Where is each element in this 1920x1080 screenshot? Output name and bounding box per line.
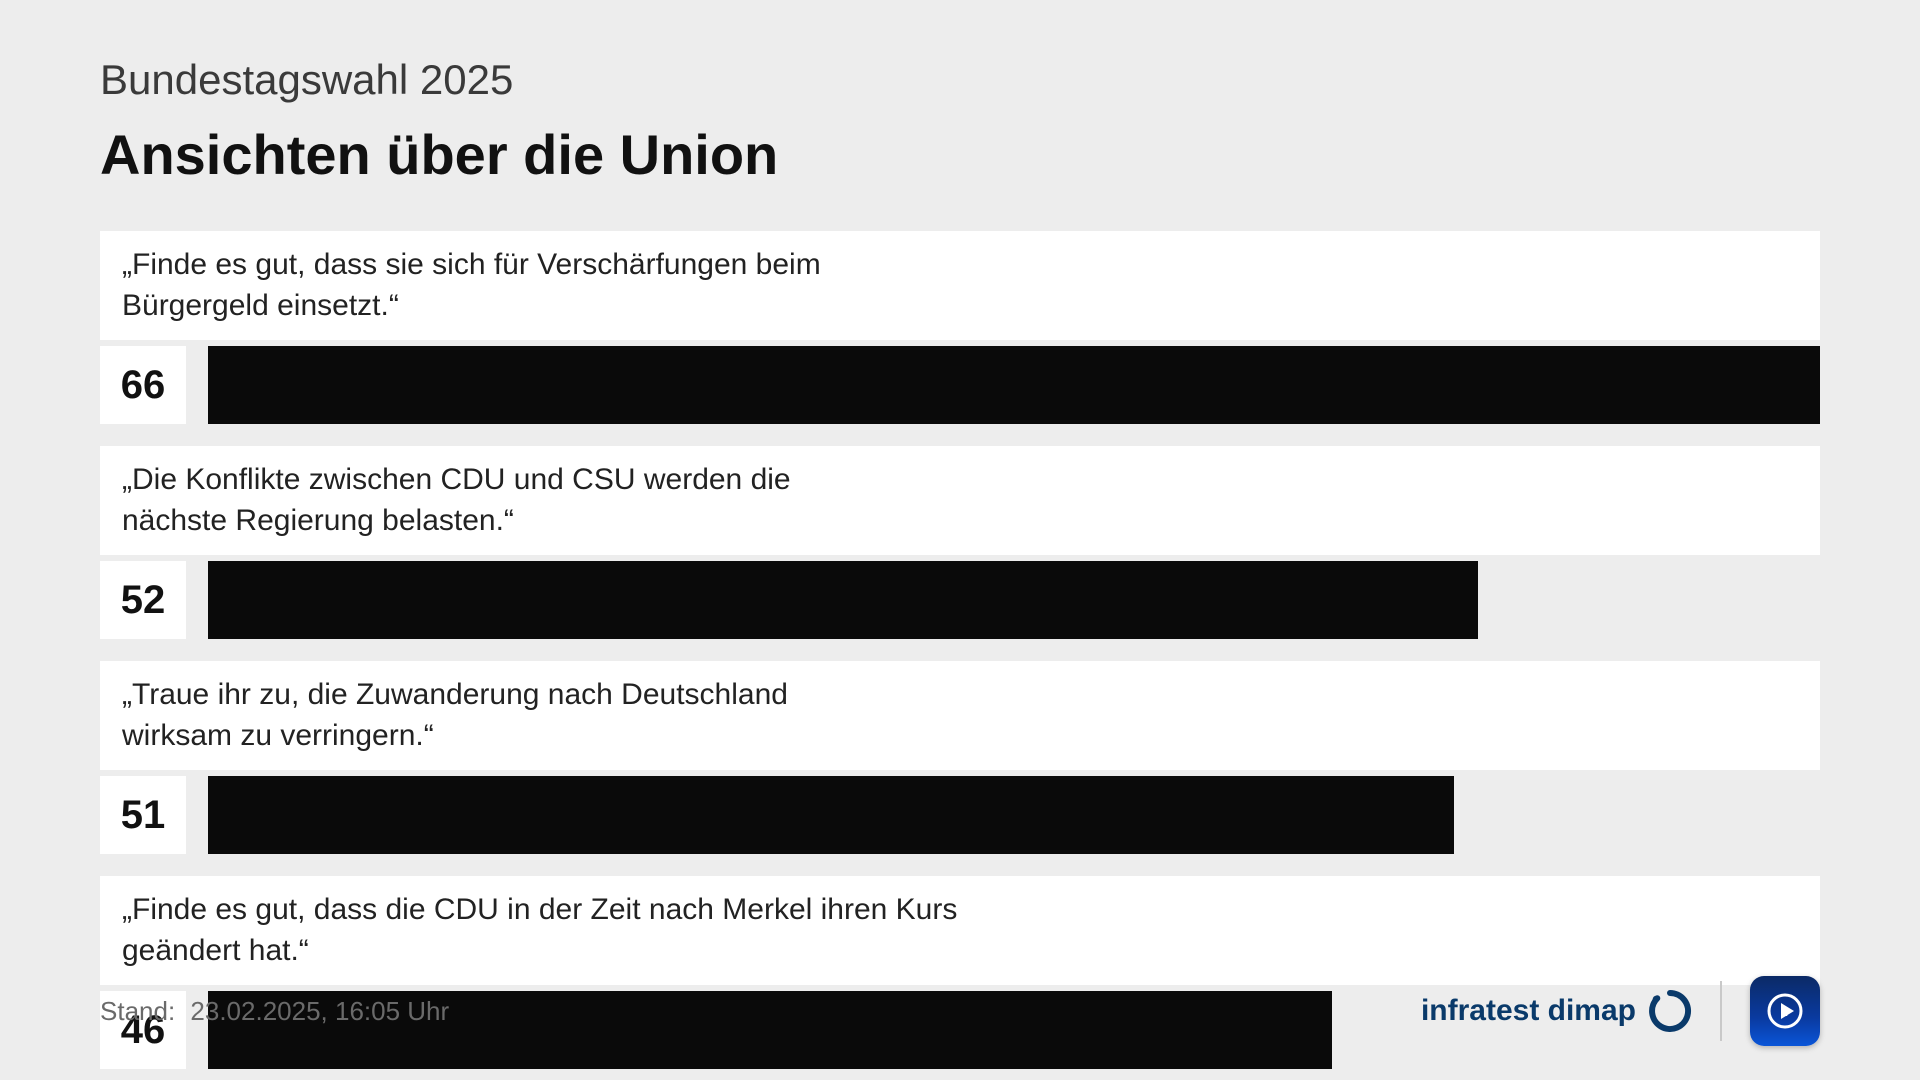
bar-chart: „Finde es gut, dass sie sich für Verschä… bbox=[100, 231, 1820, 1069]
ard-icon: 1 bbox=[1762, 988, 1808, 1034]
bar-track bbox=[208, 776, 1820, 854]
bar-fill bbox=[208, 776, 1454, 854]
statement-line: Bürgergeld einsetzt.“ bbox=[122, 286, 1798, 327]
footer-timestamp: Stand: 23.02.2025, 16:05 Uhr bbox=[100, 996, 449, 1027]
chart-container: Bundestagswahl 2025 Ansichten über die U… bbox=[0, 0, 1920, 1069]
footer: Stand: 23.02.2025, 16:05 Uhr infratest d… bbox=[100, 976, 1820, 1046]
dimap-icon bbox=[1648, 989, 1692, 1033]
footer-logos: infratest dimap 1 bbox=[1421, 976, 1820, 1046]
statement-line: „Traue ihr zu, die Zuwanderung nach Deut… bbox=[122, 675, 1798, 716]
bar-fill bbox=[208, 346, 1820, 424]
statement-line: „Finde es gut, dass sie sich für Verschä… bbox=[122, 245, 1798, 286]
statement-line: nächste Regierung belasten.“ bbox=[122, 501, 1798, 542]
chart-row: „Die Konflikte zwischen CDU und CSU werd… bbox=[100, 446, 1820, 639]
page-subtitle: Bundestagswahl 2025 bbox=[100, 56, 1820, 104]
bar-line: 66 bbox=[100, 346, 1820, 424]
stand-value: 23.02.2025, 16:05 Uhr bbox=[190, 996, 449, 1026]
bar-line: 52 bbox=[100, 561, 1820, 639]
statement-label: „Finde es gut, dass sie sich für Verschä… bbox=[100, 231, 1820, 340]
statement-line: „Die Konflikte zwischen CDU und CSU werd… bbox=[122, 460, 1798, 501]
statement-line: „Finde es gut, dass die CDU in der Zeit … bbox=[122, 890, 1798, 931]
bar-value: 52 bbox=[100, 561, 186, 639]
statement-label: „Traue ihr zu, die Zuwanderung nach Deut… bbox=[100, 661, 1820, 770]
statement-label: „Finde es gut, dass die CDU in der Zeit … bbox=[100, 876, 1820, 985]
statement-line: geändert hat.“ bbox=[122, 931, 1798, 972]
chart-row: „Traue ihr zu, die Zuwanderung nach Deut… bbox=[100, 661, 1820, 854]
bar-track bbox=[208, 561, 1820, 639]
separator bbox=[1720, 981, 1722, 1041]
svg-text:1: 1 bbox=[1782, 1008, 1787, 1018]
broadcaster-badge: 1 bbox=[1750, 976, 1820, 1046]
bar-value: 51 bbox=[100, 776, 186, 854]
statement-label: „Die Konflikte zwischen CDU und CSU werd… bbox=[100, 446, 1820, 555]
stand-label: Stand: bbox=[100, 996, 175, 1026]
bar-value: 66 bbox=[100, 346, 186, 424]
bar-line: 51 bbox=[100, 776, 1820, 854]
statement-line: wirksam zu verringern.“ bbox=[122, 716, 1798, 757]
page-title: Ansichten über die Union bbox=[100, 122, 1820, 187]
chart-row: „Finde es gut, dass sie sich für Verschä… bbox=[100, 231, 1820, 424]
source-name: infratest dimap bbox=[1421, 994, 1636, 1028]
source-logo: infratest dimap bbox=[1421, 989, 1692, 1033]
bar-fill bbox=[208, 561, 1478, 639]
bar-track bbox=[208, 346, 1820, 424]
